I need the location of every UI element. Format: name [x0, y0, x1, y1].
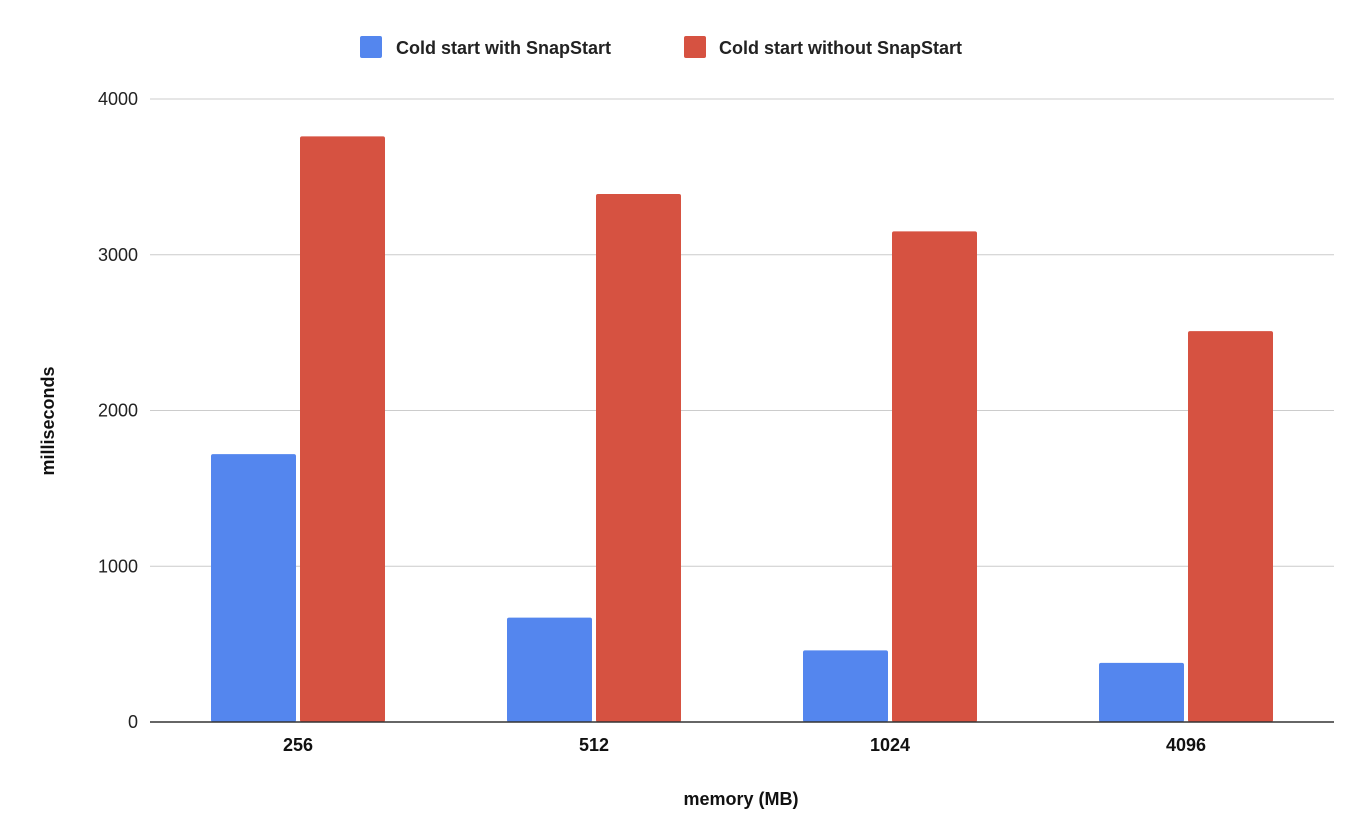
bar-with-snapstart-256 — [211, 454, 296, 722]
bar-with-snapstart-4096 — [1099, 662, 1184, 722]
x-tick-label: 1024 — [870, 735, 910, 755]
legend-swatch-with-snapstart — [360, 36, 382, 58]
y-tick-label: 0 — [128, 712, 138, 732]
x-tick-label: 512 — [579, 735, 609, 755]
y-tick-label: 3000 — [98, 245, 138, 265]
x-tick-label: 256 — [283, 735, 313, 755]
x-tick-label: 4096 — [1166, 735, 1206, 755]
bar-without-snapstart-256 — [300, 136, 385, 722]
y-axis-ticks: 0 1000 2000 3000 4000 — [98, 89, 138, 732]
y-tick-label: 2000 — [98, 401, 138, 421]
y-tick-label: 1000 — [98, 556, 138, 576]
bar-without-snapstart-1024 — [892, 231, 977, 722]
bar-with-snapstart-1024 — [803, 650, 888, 722]
y-axis-title: milliseconds — [38, 366, 58, 475]
bar-with-snapstart-512 — [507, 617, 592, 722]
x-axis-ticks: 256 512 1024 4096 — [283, 735, 1206, 755]
x-axis-title: memory (MB) — [683, 789, 798, 809]
legend: Cold start with SnapStart Cold start wit… — [360, 36, 962, 58]
bar-without-snapstart-512 — [596, 194, 681, 722]
legend-label-without-snapstart: Cold start without SnapStart — [719, 38, 962, 58]
bars — [211, 136, 1273, 722]
y-tick-label: 4000 — [98, 89, 138, 109]
legend-swatch-without-snapstart — [684, 36, 706, 58]
legend-label-with-snapstart: Cold start with SnapStart — [396, 38, 611, 58]
bar-without-snapstart-4096 — [1188, 331, 1273, 722]
